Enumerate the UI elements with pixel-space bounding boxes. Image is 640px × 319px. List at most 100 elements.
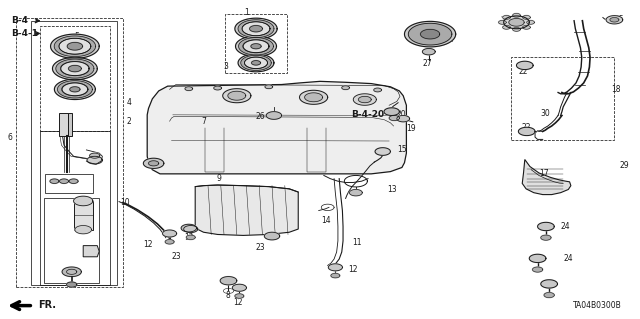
Polygon shape [67, 282, 77, 287]
Text: 24: 24 [563, 254, 573, 263]
Polygon shape [374, 88, 381, 92]
Polygon shape [67, 42, 83, 50]
Polygon shape [214, 86, 221, 90]
Polygon shape [300, 90, 328, 104]
Polygon shape [83, 246, 99, 257]
Polygon shape [181, 224, 196, 232]
Polygon shape [54, 36, 95, 56]
Polygon shape [606, 16, 623, 24]
Polygon shape [522, 160, 571, 195]
Polygon shape [266, 112, 282, 119]
Polygon shape [195, 185, 298, 235]
Polygon shape [527, 20, 534, 24]
Text: 17: 17 [540, 169, 549, 178]
Polygon shape [236, 36, 276, 56]
Polygon shape [504, 16, 529, 29]
Polygon shape [70, 87, 80, 92]
Polygon shape [420, 29, 440, 39]
Text: 18: 18 [611, 85, 621, 94]
Polygon shape [499, 20, 506, 24]
Text: 27: 27 [422, 59, 432, 68]
Polygon shape [241, 55, 271, 70]
Text: 22: 22 [518, 67, 528, 76]
Polygon shape [397, 115, 410, 122]
Polygon shape [541, 235, 551, 240]
Text: 21: 21 [445, 35, 454, 44]
Text: 29: 29 [620, 161, 629, 170]
Text: 24: 24 [561, 222, 571, 231]
Polygon shape [305, 93, 323, 102]
Text: 12: 12 [348, 265, 358, 274]
Polygon shape [532, 267, 543, 272]
Text: 8: 8 [225, 291, 230, 300]
Polygon shape [353, 94, 376, 105]
Text: 7: 7 [201, 117, 206, 126]
Polygon shape [544, 293, 554, 298]
Text: B-4-1: B-4-1 [11, 29, 38, 38]
Text: 10: 10 [120, 198, 130, 207]
Polygon shape [185, 87, 193, 91]
Text: 26: 26 [256, 112, 266, 121]
Polygon shape [238, 54, 274, 72]
Polygon shape [541, 280, 557, 288]
Text: 2: 2 [127, 117, 131, 126]
Polygon shape [223, 89, 251, 103]
Polygon shape [523, 26, 531, 29]
Polygon shape [163, 230, 177, 237]
Polygon shape [252, 61, 260, 65]
Bar [225, 14, 287, 73]
Text: 28: 28 [501, 16, 510, 25]
Polygon shape [513, 27, 520, 31]
Polygon shape [502, 15, 510, 19]
Text: 22: 22 [522, 123, 531, 132]
Text: 12: 12 [234, 298, 243, 307]
Polygon shape [62, 267, 81, 277]
Polygon shape [220, 277, 237, 285]
Text: 1: 1 [244, 8, 249, 17]
Bar [31, 21, 117, 285]
Polygon shape [50, 179, 59, 183]
Polygon shape [518, 127, 535, 136]
Text: 12: 12 [143, 240, 153, 249]
Polygon shape [342, 86, 349, 90]
Polygon shape [235, 18, 277, 39]
Polygon shape [239, 38, 273, 55]
Polygon shape [328, 264, 342, 271]
Polygon shape [538, 222, 554, 231]
Polygon shape [147, 81, 406, 174]
Polygon shape [69, 179, 78, 183]
Text: B-4-20: B-4-20 [351, 110, 384, 119]
Polygon shape [422, 48, 435, 55]
Polygon shape [265, 85, 273, 89]
Text: 3: 3 [223, 63, 228, 71]
Bar [44, 198, 99, 283]
Polygon shape [331, 273, 340, 278]
Polygon shape [408, 23, 452, 45]
Polygon shape [56, 59, 94, 78]
Polygon shape [186, 235, 195, 240]
Polygon shape [235, 294, 244, 298]
Text: 23: 23 [255, 243, 265, 252]
Text: 19: 19 [406, 124, 415, 133]
Bar [40, 131, 110, 285]
Text: 7: 7 [148, 161, 154, 170]
Text: 9: 9 [216, 174, 221, 183]
Text: 14: 14 [321, 216, 331, 225]
Polygon shape [375, 148, 390, 155]
Polygon shape [404, 21, 456, 47]
Text: 5: 5 [74, 32, 79, 41]
Text: FR.: FR. [38, 300, 56, 310]
Polygon shape [250, 26, 262, 32]
Polygon shape [58, 81, 92, 98]
Polygon shape [358, 96, 371, 103]
Text: 24: 24 [545, 281, 556, 290]
Text: 15: 15 [397, 145, 406, 154]
Polygon shape [529, 254, 546, 263]
Polygon shape [228, 91, 246, 100]
Polygon shape [60, 179, 68, 183]
Text: TA04B0300B: TA04B0300B [573, 301, 622, 310]
Polygon shape [59, 38, 91, 54]
Text: 4: 4 [127, 98, 132, 107]
Polygon shape [232, 284, 246, 291]
Polygon shape [52, 57, 97, 80]
